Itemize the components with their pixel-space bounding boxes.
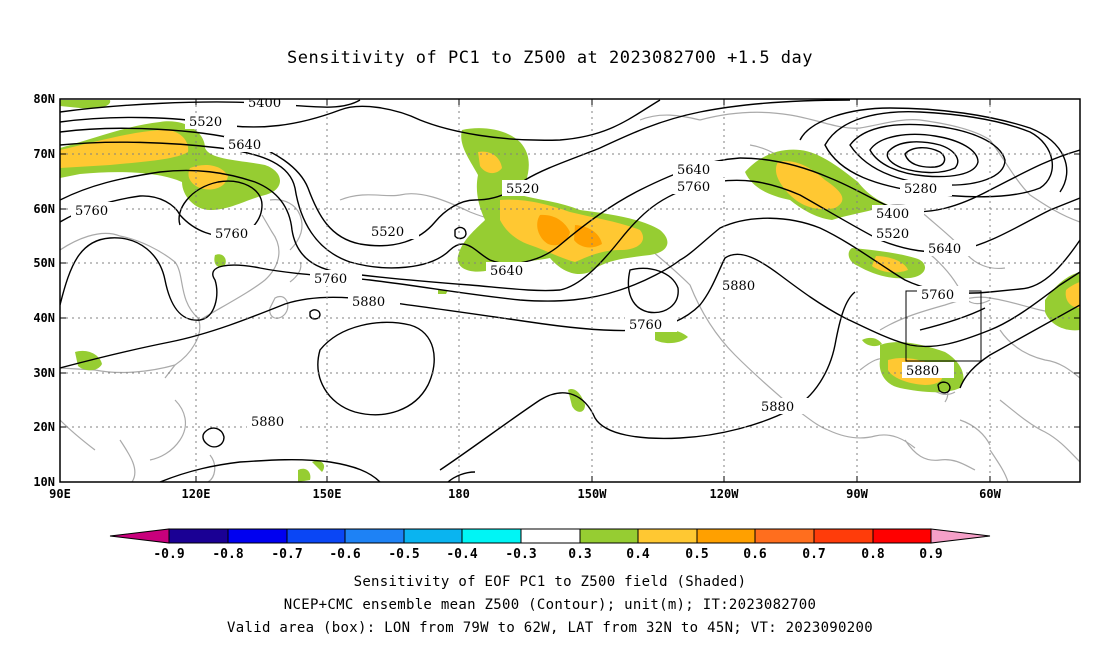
colorbar-label: 0.7	[802, 547, 825, 562]
colorbar-label: -0.7	[271, 547, 302, 562]
lon-tick-label: 120W	[710, 487, 740, 501]
contour-label: 5520	[371, 225, 404, 240]
lon-tick-label: 90W	[846, 487, 868, 501]
contour-label: 5400	[248, 96, 281, 111]
contour-label: 5760	[215, 227, 248, 242]
contour-label: 5280	[904, 182, 937, 197]
contour-label: 5760	[921, 288, 954, 303]
lat-tick-label: 40N	[33, 311, 55, 325]
contour-label: 5880	[722, 279, 755, 294]
colorbar-label: 0.8	[861, 547, 885, 562]
grid-lines	[60, 99, 1080, 482]
contour-label: 5400	[876, 207, 909, 222]
lat-tick-label: 60N	[33, 202, 55, 216]
latitude-labels: 80N 70N 60N 50N 40N 30N 20N 10N	[33, 92, 55, 489]
colorbar-swatch	[696, 528, 756, 544]
contour-label: 5640	[228, 138, 261, 153]
plot-frame	[59, 98, 1081, 483]
colorbar-label: -0.8	[212, 547, 243, 562]
colorbar-label: -0.6	[329, 547, 360, 562]
contour-label: 5520	[876, 227, 909, 242]
lat-tick-label: 30N	[33, 366, 55, 380]
colorbar: -0.9 -0.8 -0.7 -0.6 -0.5 -0.4 -0.3 0.3 0…	[109, 528, 991, 562]
contour-label: 5640	[490, 264, 523, 279]
colorbar-swatch	[930, 528, 991, 544]
lon-tick-label: 120E	[182, 487, 211, 501]
colorbar-swatch	[520, 528, 581, 544]
colorbar-swatch	[109, 528, 170, 544]
lat-tick-label: 70N	[33, 147, 55, 161]
colorbar-label: -0.5	[388, 547, 419, 562]
colorbar-swatch	[227, 528, 288, 544]
contour-label: 5880	[761, 400, 794, 415]
colorbar-swatch	[579, 528, 639, 544]
lon-tick-label: 150E	[313, 487, 342, 501]
contour-label: 5760	[677, 180, 710, 195]
contour-label: 5520	[506, 182, 539, 197]
contour-label: 5760	[629, 318, 662, 333]
colorbar-swatch	[168, 528, 229, 544]
colorbar-label: -0.9	[153, 547, 184, 562]
contour-label: 5760	[75, 204, 108, 219]
lat-tick-label: 20N	[33, 420, 55, 434]
contour-label: 5760	[314, 272, 347, 287]
colorbar-swatch	[872, 528, 932, 544]
lon-tick-label: 150W	[578, 487, 608, 501]
lon-tick-label: 180	[448, 487, 470, 501]
colorbar-swatch	[754, 528, 815, 544]
lat-tick-label: 50N	[33, 256, 55, 270]
colorbar-swatch	[637, 528, 698, 544]
colorbar-label: 0.3	[568, 547, 591, 562]
contour-label: 5880	[906, 364, 939, 379]
contour-label: 5640	[928, 242, 961, 257]
lat-tick-label: 10N	[33, 475, 55, 489]
contour-labels: 5400 5520 5640 5760 5760 5520 5520 5640 …	[71, 96, 976, 430]
footer-line-contour: NCEP+CMC ensemble mean Z500 (Contour); u…	[283, 597, 817, 613]
map-title: Sensitivity of PC1 to Z500 at 2023082700…	[286, 48, 813, 68]
colorbar-swatch	[286, 528, 346, 544]
colorbar-label: 0.4	[626, 547, 650, 562]
colorbar-label: 0.6	[743, 547, 767, 562]
longitude-labels: 90E 120E 150E 180 150W 120W 90W 60W	[49, 487, 1001, 501]
footer-line-valid-area: Valid area (box): LON from 79W to 62W, L…	[227, 620, 873, 636]
colorbar-swatch	[461, 528, 522, 544]
lon-tick-label: 60W	[979, 487, 1001, 501]
colorbar-swatch	[403, 528, 463, 544]
colorbar-label: -0.4	[446, 547, 477, 562]
tick-marks	[60, 98, 1080, 483]
colorbar-swatch	[344, 528, 405, 544]
contour-label: 5520	[189, 115, 222, 130]
colorbar-swatch	[813, 528, 874, 544]
colorbar-label: -0.3	[505, 547, 536, 562]
colorbar-label: 0.5	[685, 547, 708, 562]
contour-label: 5880	[352, 295, 385, 310]
lon-tick-label: 90E	[49, 487, 71, 501]
lat-tick-label: 80N	[33, 92, 55, 106]
colorbar-label: 0.9	[919, 547, 942, 562]
map-plot-area: 5400 5520 5640 5760 5760 5520 5520 5640 …	[60, 96, 1080, 482]
contour-label: 5640	[677, 163, 710, 178]
footer-line-shaded: Sensitivity of EOF PC1 to Z500 field (Sh…	[353, 574, 747, 590]
contour-label: 5880	[251, 415, 284, 430]
